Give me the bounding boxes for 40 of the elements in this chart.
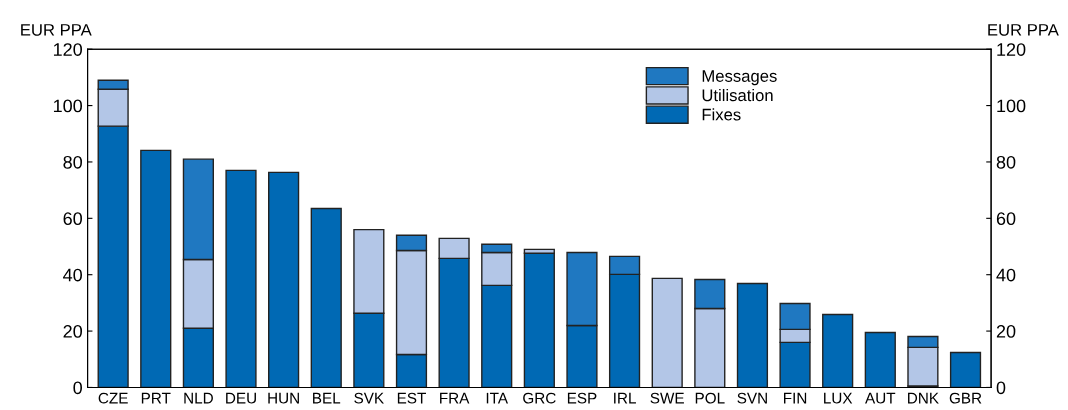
x-tick-label: BEL bbox=[313, 392, 341, 404]
legend-label: Utilisation bbox=[702, 88, 773, 102]
y2-tick-label: 60 bbox=[996, 212, 1016, 226]
x-tick-label: ITA bbox=[486, 392, 509, 404]
y2-tick-label: 120 bbox=[997, 43, 1026, 56]
x-tick-label: POL bbox=[695, 392, 725, 404]
x-tick-label: AUT bbox=[865, 392, 896, 404]
x-tick-label: LUX bbox=[824, 392, 853, 404]
x-tick-label: FIN bbox=[784, 392, 807, 404]
x-tick-label: SVK bbox=[354, 392, 384, 404]
x-tick-label: HUN bbox=[268, 392, 299, 404]
y-tick-label: 0 bbox=[73, 381, 83, 395]
y-tick-label: 80 bbox=[63, 155, 83, 169]
y2-tick-label: 0 bbox=[996, 381, 1006, 395]
x-tick-label: DNK bbox=[908, 392, 939, 404]
y2-tick-label: 100 bbox=[997, 99, 1026, 113]
y-tick-label: 60 bbox=[63, 212, 83, 226]
x-tick-label: CZE bbox=[98, 392, 128, 404]
y-tick-label: 100 bbox=[53, 99, 83, 113]
y-tick-label: 20 bbox=[63, 325, 83, 338]
x-tick-label: FRA bbox=[440, 392, 470, 404]
y2-axis-title: EUR PPA bbox=[988, 24, 1059, 36]
x-tick-label: DEU bbox=[226, 392, 256, 404]
x-tick-label: ESP bbox=[567, 392, 597, 404]
y-tick-label: 120 bbox=[53, 43, 83, 56]
x-tick-label: SVN bbox=[737, 392, 767, 404]
legend-label: Fixes bbox=[702, 108, 741, 121]
x-tick-label: GRC bbox=[523, 392, 556, 404]
y2-tick-label: 40 bbox=[996, 268, 1016, 282]
x-tick-label: SWE bbox=[650, 392, 684, 404]
legend-label: Messages bbox=[702, 70, 777, 86]
y2-tick-label: 80 bbox=[996, 155, 1016, 169]
x-tick-label: NLD bbox=[184, 392, 213, 404]
x-tick-label: PRT bbox=[141, 392, 171, 404]
y-tick-label: 40 bbox=[63, 268, 83, 282]
x-tick-label: EST bbox=[397, 392, 426, 404]
x-tick-label: GBR bbox=[949, 392, 982, 404]
x-tick-label: IRL bbox=[614, 392, 636, 404]
y2-tick-label: 20 bbox=[996, 325, 1016, 338]
y-axis-title: EUR PPA bbox=[21, 24, 92, 36]
